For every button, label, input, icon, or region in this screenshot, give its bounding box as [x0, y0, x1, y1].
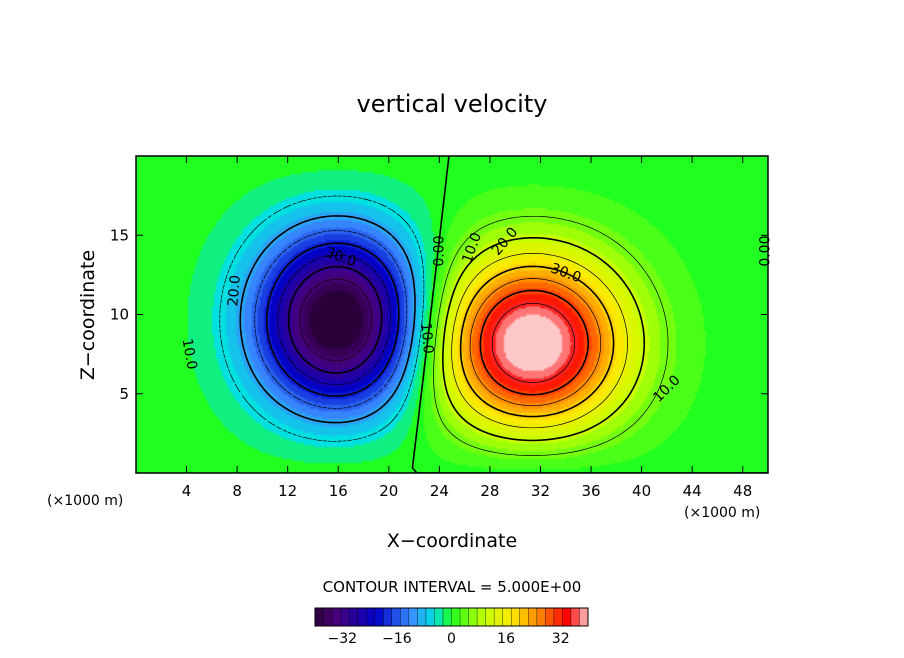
contour-line: [433, 215, 669, 456]
colorbar-cell: [553, 608, 563, 626]
colorbar-cell: [485, 608, 495, 626]
colorbar-cells: [314, 608, 589, 626]
colorbar-cell: [366, 608, 376, 626]
colorbar-cell: [349, 608, 358, 626]
y-tick-label: 5: [119, 385, 129, 403]
colorbar-cell: [442, 608, 452, 626]
contour-label: 10.0: [417, 322, 436, 354]
contour-line: [287, 265, 383, 374]
colorbar-cell: [570, 608, 580, 626]
contour-line: [411, 156, 768, 473]
contour-label: 20.0: [225, 274, 244, 306]
contour-label: 0.00: [431, 236, 447, 267]
colorbar-cell: [383, 608, 393, 626]
x-tick-label: 32: [531, 482, 550, 500]
x-tick-label: 20: [379, 482, 398, 500]
x-tick-label: 12: [278, 482, 297, 500]
contour-line: [469, 278, 602, 407]
x-tick-label: 8: [232, 482, 242, 500]
x-tick-label: 44: [683, 482, 702, 500]
x-unit-left: (×1000 m): [47, 493, 123, 509]
colorbar-cell: [451, 608, 461, 626]
contour-line: [219, 195, 425, 442]
x-axis-ticks: 4 8 12 16 20 24 28 32 36 40 44 48: [182, 156, 752, 500]
colorbar-cell: [468, 608, 478, 626]
colorbar-cell: [502, 608, 512, 626]
contour-line: [479, 289, 589, 396]
colorbar-tick-label: 32: [552, 631, 570, 647]
colorbar-tick-label: 0: [447, 631, 456, 647]
plot-area: [136, 156, 768, 473]
colorbar: −32 −16 0 16 32: [314, 607, 589, 647]
contour-label: 0.00: [758, 236, 774, 267]
colorbar-cell: [511, 608, 521, 626]
contour-line: [459, 265, 615, 418]
colorbar-cell: [400, 608, 410, 626]
colorbar-cell: [536, 608, 546, 626]
colorbar-tick-label: −16: [382, 631, 412, 647]
x-tick-label: 48: [733, 482, 752, 500]
colorbar-cell: [391, 608, 401, 626]
colorbar-cell: [477, 608, 486, 626]
y-axis-label: Z−coordinate: [77, 250, 99, 380]
contour-label: 10.0: [179, 337, 200, 370]
x-tick-label: 40: [632, 482, 651, 500]
colorbar-cell: [528, 608, 538, 626]
colorbar-cell: [340, 608, 350, 626]
colorbar-cell: [494, 608, 503, 626]
colorbar-cell: [315, 608, 324, 626]
x-axis-label: X−coordinate: [387, 530, 517, 552]
colorbar-cell: [519, 608, 529, 626]
colorbar-frame: [314, 607, 589, 627]
y-tick-label: 10: [110, 306, 129, 324]
colorbar-cell: [332, 608, 341, 626]
x-tick-label: 24: [430, 482, 449, 500]
colorbar-cell: [374, 608, 384, 626]
colorbar-ticks: −32 −16 0 16 32: [328, 631, 570, 647]
y-tick-label: 15: [110, 226, 129, 244]
x-tick-label: 16: [329, 482, 348, 500]
contour-interval-label: CONTOUR INTERVAL = 5.000E+00: [323, 578, 582, 596]
colorbar-cell: [460, 608, 469, 626]
contour-line: [254, 230, 408, 409]
colorbar-cell: [408, 608, 418, 626]
colorbar-cell: [417, 608, 427, 626]
chart-title: vertical velocity: [357, 90, 548, 118]
x-tick-label: 36: [581, 482, 600, 500]
velocity-field: [136, 156, 768, 473]
colorbar-tick-label: 16: [497, 631, 515, 647]
colorbar-cell: [357, 608, 367, 626]
contour-line: [442, 237, 646, 442]
contour-lines: [219, 156, 768, 473]
colorbar-cell: [545, 608, 555, 626]
colorbar-cell: [562, 608, 572, 626]
contour-line: [239, 215, 416, 424]
colorbar-cell: [579, 608, 589, 626]
x-tick-label: 4: [182, 482, 192, 500]
colorbar-cell: [323, 608, 333, 626]
contour-line: [299, 278, 373, 362]
x-unit-right: (×1000 m): [684, 505, 760, 521]
contour-line: [265, 242, 400, 397]
y-axis-ticks: 5 10 15: [110, 226, 768, 403]
contour-line: [277, 254, 391, 385]
x-tick-label: 28: [480, 482, 499, 500]
contour-line: [491, 302, 576, 383]
colorbar-cell: [434, 608, 444, 626]
contour-line: [451, 252, 628, 429]
colorbar-cell: [425, 608, 435, 626]
colorbar-tick-label: −32: [328, 631, 358, 647]
